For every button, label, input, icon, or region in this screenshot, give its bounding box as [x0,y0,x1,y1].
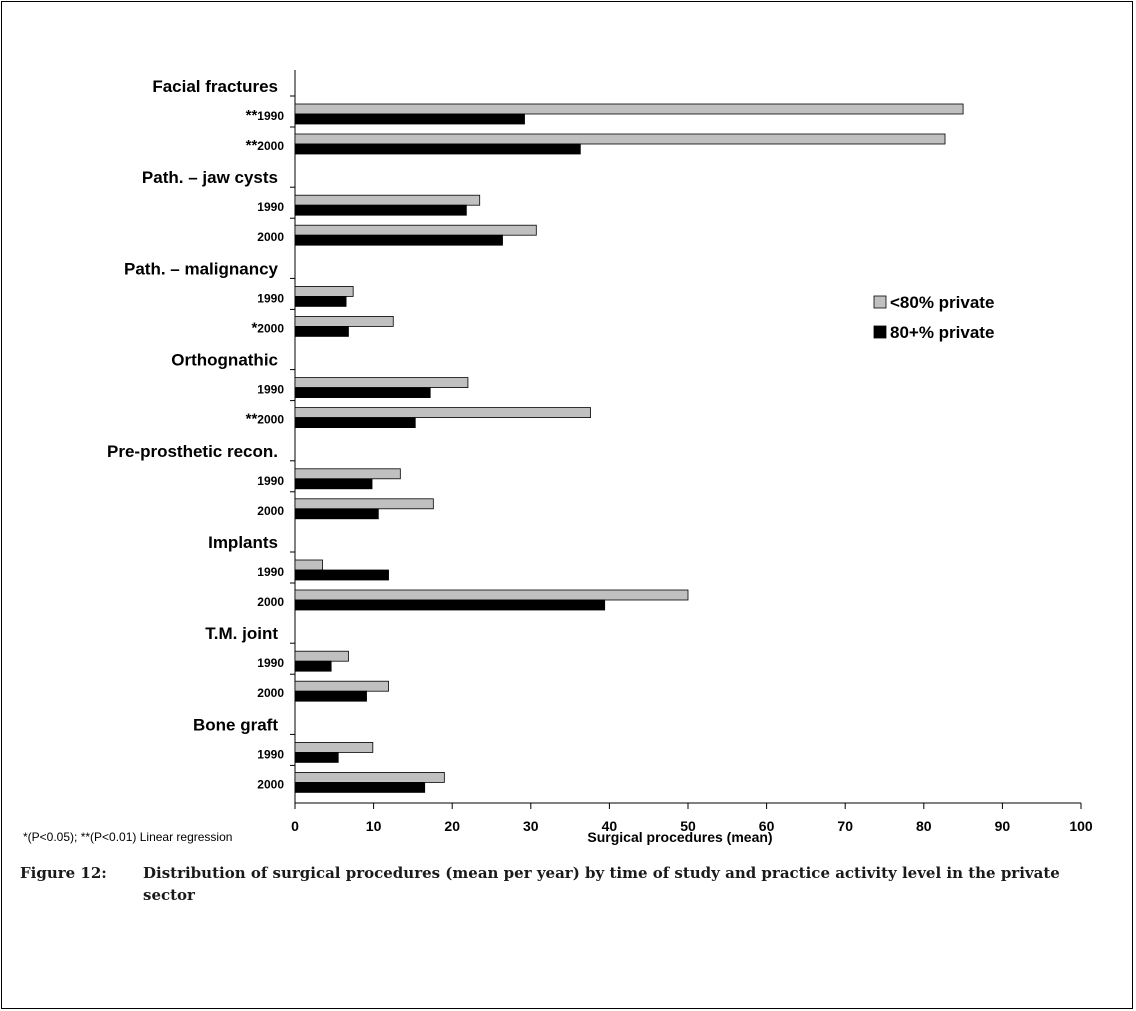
bar-under-80-private [294,772,445,783]
year-label: 1990 [257,383,284,397]
bar-80plus-private [294,569,389,581]
year-label: 1990 [257,474,284,488]
year-label: 1990 [257,291,284,305]
year-label: *2000 [251,319,284,336]
year-label: 2000 [257,686,284,700]
significance-marker: * [251,319,257,336]
bar-80plus-private [294,417,416,429]
bar-under-80-private [294,224,537,236]
year-label: 2000 [257,595,284,609]
year-text: 1990 [257,747,284,761]
year-text: 2000 [257,413,284,427]
year-label: 1990 [257,200,284,214]
year-text: 2000 [257,595,284,609]
footnote: *(P<0.05); **(P<0.01) Linear regression [23,830,232,844]
year-text: 2000 [257,777,284,791]
bar-80plus-private [294,325,349,337]
year-text: 2000 [257,504,284,518]
year-text: 1990 [257,474,284,488]
x-tick-label: 60 [759,818,775,834]
bar-80plus-private [294,295,347,307]
year-label: **2000 [246,137,285,154]
significance-marker: ** [246,107,258,124]
caption-label: Figure 12: [20,864,107,882]
year-label: 2000 [257,504,284,518]
year-text: 1990 [257,109,284,123]
bar-under-80-private [294,589,689,601]
legend-swatch-under-80 [873,295,887,309]
x-tick-label: 30 [523,818,539,834]
year-label: 2000 [257,777,284,791]
category-label: Path. – malignancy [124,259,279,278]
bar-under-80-private [294,407,591,419]
year-label: 2000 [257,230,284,244]
year-label: **1990 [246,107,285,124]
year-label: **2000 [246,411,285,428]
year-text: 1990 [257,565,284,579]
x-tick-label: 10 [366,818,382,834]
bar-80plus-private [294,478,373,490]
year-text: 1990 [257,200,284,214]
year-text: 2000 [257,321,284,335]
bar-under-80-private [294,103,964,115]
x-tick-label: 100 [1069,818,1093,834]
bar-under-80-private [294,742,374,753]
legend-label: 80+% private [890,323,994,342]
bar-under-80-private [294,194,481,206]
year-text: 2000 [257,139,284,153]
bar-80plus-private [294,113,525,125]
x-tick-label: 50 [680,818,696,834]
category-label: T.M. joint [205,624,278,643]
bar-under-80-private [294,680,389,692]
bar-under-80-private [294,498,434,510]
category-label: Facial fractures [152,77,278,96]
year-text: 2000 [257,686,284,700]
category-label: Implants [208,533,278,552]
bar-80plus-private [294,690,367,702]
bar-under-80-private [294,559,323,571]
bar-under-80-private [294,650,349,662]
category-label: Bone graft [193,715,278,734]
x-tick-label: 20 [444,818,460,834]
year-label: 1990 [257,747,284,761]
category-label: Pre-prosthetic recon. [107,442,278,461]
figure-caption: Figure 12: Distribution of surgical proc… [20,862,1110,906]
bar-chart: 0 10 20 30 40 50 60 70 80 90 100 Surgical procedure… [23,70,1093,845]
bar-under-80-private [294,377,469,389]
x-tick-label: 0 [291,818,299,834]
bar-80plus-private [294,752,339,763]
year-text: 1990 [257,291,284,305]
x-axis-title: Surgical procedures (mean) [587,829,772,845]
x-tick-label: 80 [916,818,932,834]
legend-swatch-80plus [873,325,887,339]
bar-under-80-private [294,315,394,327]
year-text: 1990 [257,383,284,397]
legend-label: <80% private [890,293,994,312]
category-label: Orthognathic [171,351,278,370]
bar-80plus-private [294,204,467,216]
x-tick-label: 70 [837,818,853,834]
year-text: 2000 [257,230,284,244]
category-label: Path. – jaw cysts [142,168,278,187]
bar-80plus-private [294,660,332,672]
bar-80plus-private [294,143,581,155]
x-tick-label: 90 [995,818,1011,834]
bar-under-80-private [294,285,354,297]
bar-80plus-private [294,599,606,611]
year-label: 1990 [257,656,284,670]
significance-marker: ** [246,137,258,154]
bar-80plus-private [294,387,431,399]
year-text: 1990 [257,656,284,670]
bar-80plus-private [294,508,379,520]
bar-80plus-private [294,234,503,246]
caption-text: Distribution of surgical procedures (mea… [143,864,1060,904]
year-label: 1990 [257,565,284,579]
bar-under-80-private [294,133,946,145]
bar-under-80-private [294,468,401,480]
x-tick-label: 40 [602,818,618,834]
significance-marker: ** [246,411,258,428]
bar-80plus-private [294,782,426,793]
